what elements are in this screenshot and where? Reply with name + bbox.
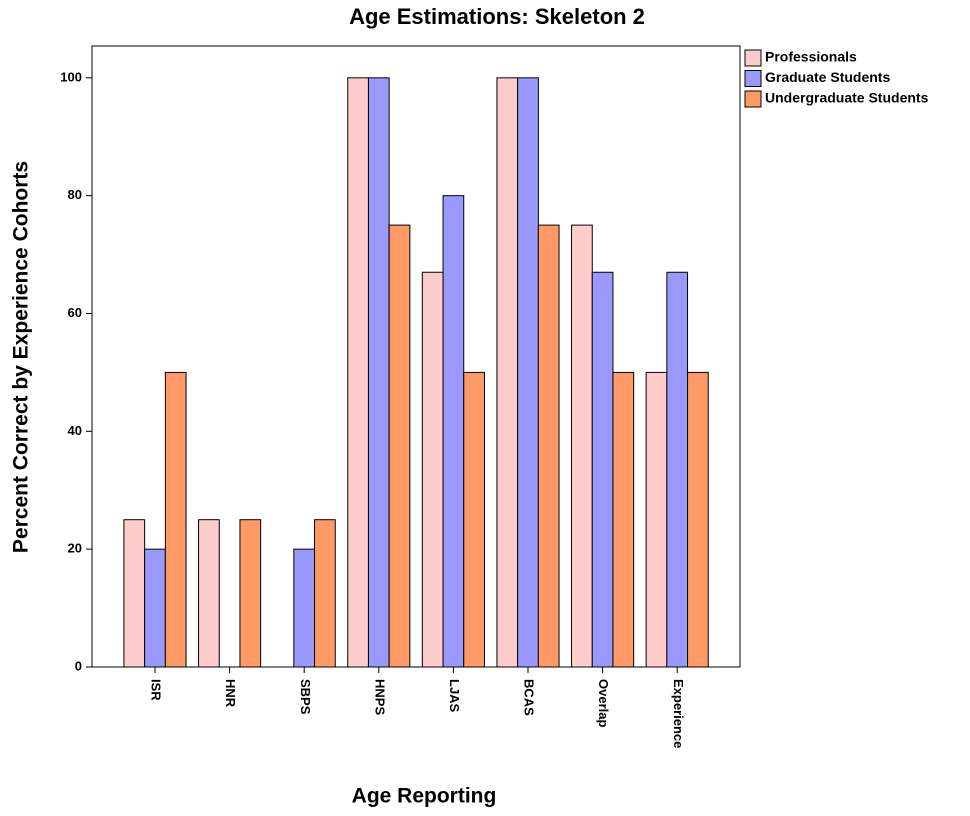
bar bbox=[517, 77, 539, 668]
bar bbox=[198, 519, 220, 668]
x-tick-label: SBPS bbox=[298, 679, 313, 715]
bar bbox=[687, 371, 709, 668]
bar bbox=[571, 224, 593, 668]
y-tick-label: 100 bbox=[60, 69, 82, 84]
y-tick-label: 40 bbox=[68, 423, 82, 438]
x-tick-label: Overlap bbox=[596, 679, 611, 727]
legend-swatch bbox=[744, 49, 762, 67]
bar bbox=[612, 371, 635, 668]
bar bbox=[123, 519, 146, 668]
bar bbox=[537, 224, 560, 668]
bar bbox=[367, 77, 390, 668]
x-tick-label: HNPS bbox=[372, 679, 387, 715]
bar bbox=[164, 371, 187, 668]
bar bbox=[144, 548, 166, 668]
x-tick-label: HNR bbox=[223, 679, 238, 708]
legend-swatch bbox=[744, 70, 762, 87]
bar bbox=[388, 224, 411, 668]
bar bbox=[442, 195, 465, 668]
x-tick-label: BCAS bbox=[522, 679, 537, 716]
legend-swatch bbox=[744, 90, 762, 108]
bar bbox=[591, 271, 614, 668]
bar bbox=[463, 371, 485, 668]
bar bbox=[293, 548, 316, 668]
bar bbox=[666, 271, 689, 668]
x-axis-title: Age Reporting bbox=[352, 785, 497, 808]
x-tick-label: ISR bbox=[149, 679, 164, 701]
legend-label: Professionals bbox=[765, 49, 857, 65]
y-tick-label: 80 bbox=[68, 187, 82, 202]
x-tick-label: LJAS bbox=[447, 679, 462, 713]
y-tick-label: 20 bbox=[68, 541, 82, 556]
y-axis-title: Percent Correct by Experience Cohorts bbox=[10, 161, 33, 553]
bar bbox=[645, 371, 668, 668]
chart-title: Age Estimations: Skeleton 2 bbox=[349, 4, 645, 29]
y-tick-label: 60 bbox=[68, 305, 82, 320]
bar bbox=[314, 519, 336, 668]
bar bbox=[421, 271, 444, 668]
plot-frame bbox=[91, 45, 741, 668]
bar bbox=[239, 519, 262, 668]
y-tick-label: 0 bbox=[75, 658, 82, 673]
x-tick-label: Experience bbox=[671, 679, 686, 748]
legend-label: Undergraduate Students bbox=[765, 90, 929, 106]
bar bbox=[496, 77, 519, 668]
bar bbox=[347, 77, 369, 668]
legend-label: Graduate Students bbox=[765, 69, 890, 85]
